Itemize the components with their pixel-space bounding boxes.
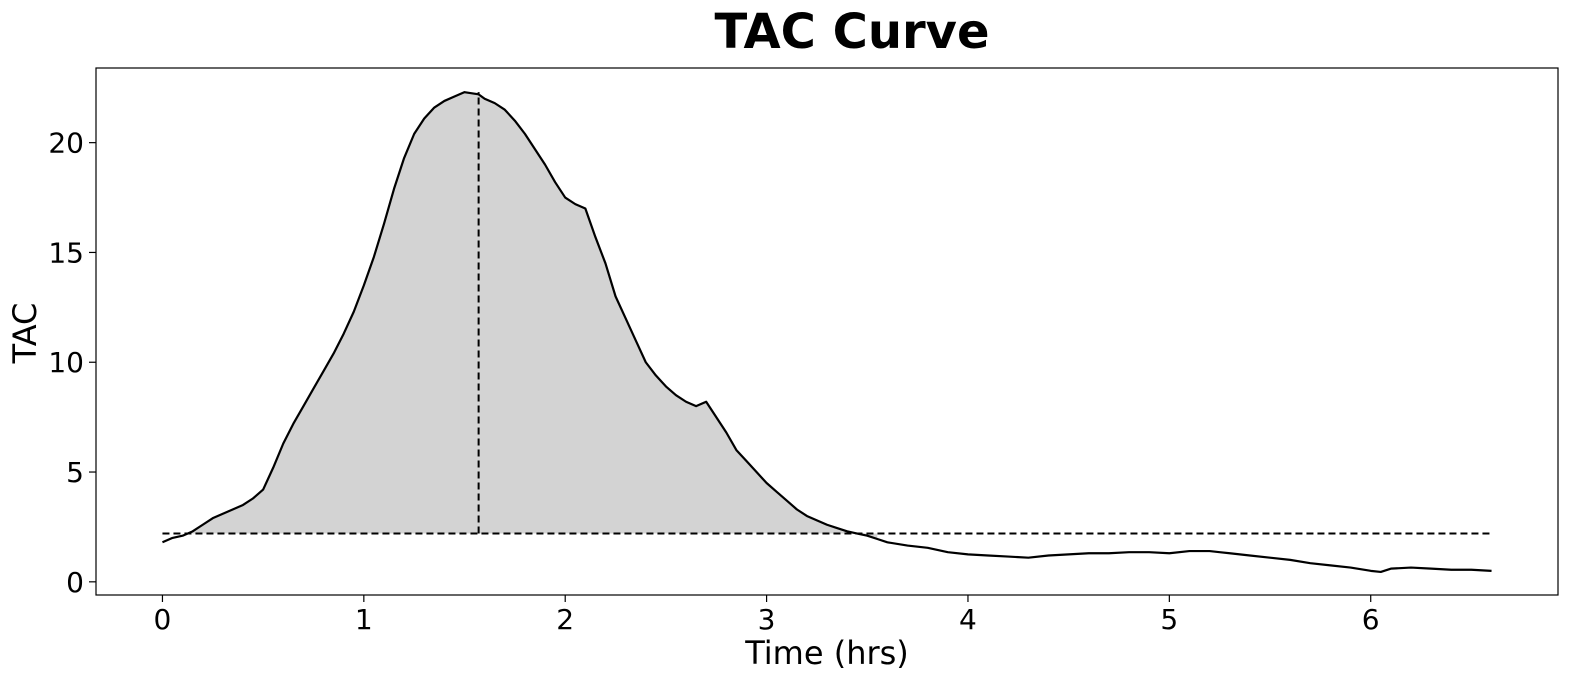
x-tick-label: 4 — [959, 603, 977, 636]
chart-title: TAC Curve — [714, 4, 989, 60]
x-axis-label: Time (hrs) — [744, 634, 909, 672]
y-tick-label: 0 — [66, 566, 84, 599]
y-axis: 0 5 10 15 20 — [48, 127, 96, 599]
x-tick-label: 5 — [1160, 603, 1178, 636]
x-tick-label: 2 — [556, 603, 574, 636]
y-tick-label: 5 — [66, 456, 84, 489]
area-fill — [189, 92, 878, 539]
y-tick-label: 10 — [48, 346, 84, 379]
x-tick-label: 1 — [355, 603, 373, 636]
plot-area — [96, 68, 1558, 595]
y-tick-label: 20 — [48, 127, 84, 160]
x-tick-label: 6 — [1362, 603, 1380, 636]
y-tick-label: 15 — [48, 236, 84, 269]
x-axis: 0 1 2 3 4 5 6 — [154, 595, 1380, 636]
x-tick-label: 0 — [154, 603, 172, 636]
y-axis-label: TAC — [6, 303, 44, 365]
x-tick-label: 3 — [758, 603, 776, 636]
